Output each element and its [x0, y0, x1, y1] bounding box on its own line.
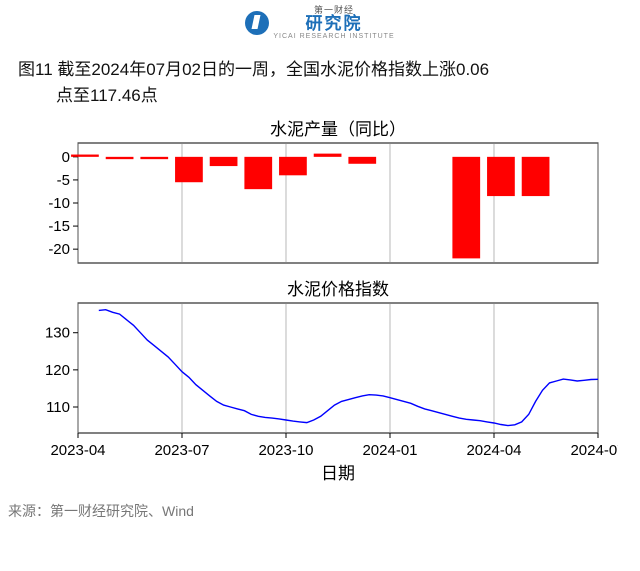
bar	[279, 157, 307, 175]
brand-logo: 第一财经 研究院 YICAI RESEARCH INSTITUTE	[0, 0, 640, 45]
x-tick-label: 2023-04	[50, 442, 105, 459]
panel-title: 水泥产量（同比）	[270, 120, 406, 139]
y-tick-label: -20	[48, 241, 70, 258]
x-tick-label: 2024-04	[466, 442, 521, 459]
x-tick-label: 2024-07	[570, 442, 618, 459]
logo-main: 研究院	[273, 15, 394, 33]
y-tick-label: 110	[46, 399, 70, 416]
x-tick-label: 2024-01	[362, 442, 417, 459]
caption-line-1: 图11 截至2024年07月02日的一周，全国水泥价格指数上涨0.06	[18, 60, 489, 79]
dual-panel-chart: 水泥产量（同比） 0 -5 -10 -15 -20 水泥价格指数 110 120 130 2023-…	[18, 115, 618, 495]
panel-title: 水泥价格指数	[287, 280, 389, 299]
bar	[175, 157, 203, 182]
bar	[314, 154, 342, 157]
caption-line-2: 点至117.46点	[18, 83, 622, 109]
chart-container: 水泥产量（同比） 0 -5 -10 -15 -20 水泥价格指数 110 120 130 2023-…	[0, 115, 640, 495]
panel-frame	[78, 303, 598, 433]
source-line: 来源：第一财经研究院、Wind	[0, 495, 640, 531]
bar	[244, 157, 272, 189]
bar	[487, 157, 515, 196]
bar	[452, 157, 480, 259]
logo-icon	[245, 11, 269, 35]
y-tick-label: 120	[45, 362, 70, 379]
y-tick-label: 0	[62, 149, 70, 166]
x-tick-label: 2023-07	[154, 442, 209, 459]
bar	[210, 157, 238, 166]
bar	[71, 155, 99, 157]
bar	[106, 157, 134, 159]
figure-caption: 图11 截至2024年07月02日的一周，全国水泥价格指数上涨0.06 点至11…	[0, 45, 640, 116]
logo-sub: YICAI RESEARCH INSTITUTE	[273, 33, 394, 40]
bar	[140, 157, 168, 159]
y-tick-label: 130	[45, 325, 70, 342]
y-tick-label: -15	[48, 218, 70, 235]
bar	[348, 157, 376, 164]
y-tick-label: -10	[48, 195, 70, 212]
y-tick-label: -5	[57, 172, 70, 189]
x-axis-label: 日期	[321, 464, 355, 483]
bar	[522, 157, 550, 196]
x-tick-label: 2023-10	[258, 442, 313, 459]
panel-frame	[78, 143, 598, 263]
price-line	[99, 310, 598, 426]
